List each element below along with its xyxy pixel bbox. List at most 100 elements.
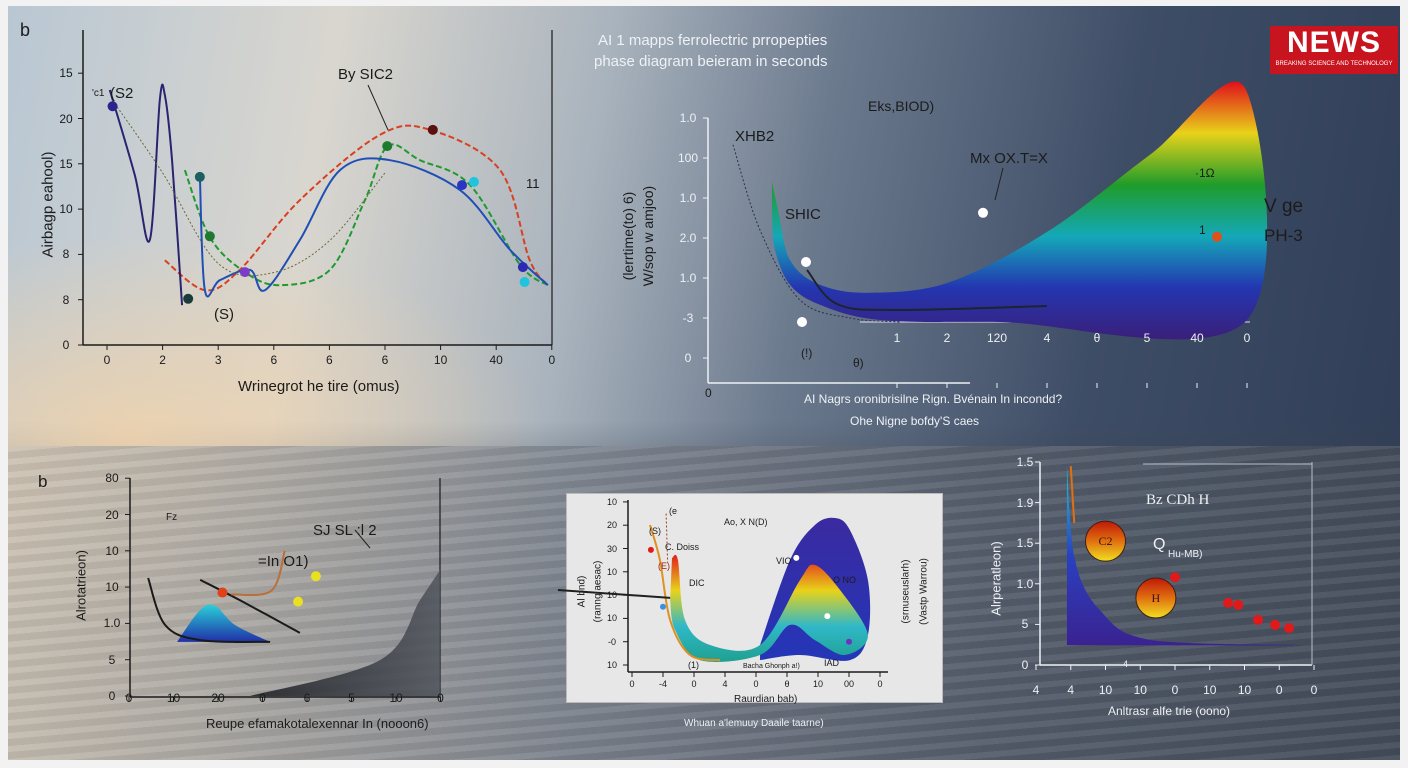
y-axis-label-line-2: W/sop w amjoo) xyxy=(640,185,656,287)
annotation: (S) xyxy=(214,306,234,323)
series-line-1 xyxy=(806,269,1048,312)
logo-text: NEWS xyxy=(1287,26,1381,59)
annotation: (S2 xyxy=(110,85,134,102)
annotation: ·1Ω xyxy=(1195,166,1215,180)
annotation: 'c1 xyxy=(92,88,105,99)
logo-subtitle: BREAKING SCIENCE AND TECHNOLOGY xyxy=(1275,61,1393,67)
x-tick-label: 2 xyxy=(159,353,166,367)
y-tick-label: 80 xyxy=(105,471,119,486)
annotation: Q xyxy=(1153,536,1166,553)
x-tick-label: 5 xyxy=(1143,331,1151,345)
x-tick-label: 0 xyxy=(437,691,444,705)
annotation: Bacha Ghonph a!) xyxy=(743,663,800,670)
y-tick-label: 1.5 xyxy=(1016,536,1034,551)
ball-marker xyxy=(1135,577,1177,619)
panel-label: b xyxy=(38,472,48,491)
x-axis-label: Wrinegrot he tire (omus) xyxy=(238,378,400,395)
y-tick-label: 10 xyxy=(105,580,119,595)
x-tick-label: 0 xyxy=(877,679,883,689)
x-tick-label: 00 xyxy=(843,679,855,689)
data-point-3 xyxy=(660,603,666,610)
data-point-8 xyxy=(468,176,479,187)
color-band xyxy=(772,81,1268,340)
chart-title: AI 1 mapps ferrolectric prropepties xyxy=(598,32,828,49)
annotation: 4 xyxy=(1123,659,1129,669)
chart-4-panel xyxy=(566,493,943,703)
y-tick-label: 1.0 xyxy=(679,111,697,125)
y-tick-label: 10 xyxy=(105,543,119,558)
series-line-2 xyxy=(231,550,286,597)
y-tick-label: 1.9 xyxy=(1016,495,1034,510)
news-logo: NEWS BREAKING SCIENCE AND TECHNOLOGY xyxy=(1270,26,1398,74)
annotation: 11 xyxy=(526,176,540,191)
x-tick-label: 120 xyxy=(986,331,1008,345)
data-point-4 xyxy=(846,638,852,645)
chart-caption: Whuan a'lemuuy Daaile taarne) xyxy=(684,718,824,729)
annotation: DIC xyxy=(689,578,705,588)
series-line-0 xyxy=(732,144,901,323)
x-tick-label: 40 xyxy=(489,353,503,367)
data-point-6 xyxy=(239,267,250,278)
data-point-2 xyxy=(427,124,438,135)
y-tick-label: 0 xyxy=(108,689,116,703)
data-point-0 xyxy=(978,207,988,218)
annotation: Ao, X N(D) xyxy=(724,517,768,527)
x-tick-label: 40 xyxy=(1190,331,1204,345)
series-line-0 xyxy=(1069,465,1076,523)
x-axis-label: Reupe efamakotalexennar In (nooon6) xyxy=(206,716,429,731)
x-tick-label: 0 xyxy=(125,691,133,705)
y-tick-label: -3 xyxy=(682,311,694,325)
data-point-1 xyxy=(382,141,393,152)
data-point-1 xyxy=(1223,597,1234,608)
x-tick-label: 10 xyxy=(1237,683,1252,697)
x-tick-label: 0 xyxy=(548,353,556,367)
arrow-line xyxy=(367,84,389,131)
y-axis-label: (lerrtime(to) 6) xyxy=(620,191,636,281)
annotation: By SIC2 xyxy=(338,66,394,83)
series-line-2 xyxy=(665,513,669,563)
y-tick-label: 0 xyxy=(684,351,692,365)
annotation: Hu-MB) xyxy=(1168,549,1203,560)
data-point-0 xyxy=(107,101,118,112)
x-axis-label: Anltrasr alfe trie (oono) xyxy=(1108,704,1231,718)
x-tick-label: 10 xyxy=(1203,683,1217,697)
right-axis-label-line-2: (Vastp Warrou) xyxy=(918,558,930,625)
y-tick-label: 100 xyxy=(677,151,699,165)
y-tick-label: 15 xyxy=(59,156,73,171)
chart-caption: Ohe Nigne bofdy'S caes xyxy=(850,414,980,428)
color-band xyxy=(1066,466,1302,646)
x-tick-label: 0 xyxy=(259,691,266,705)
x-tick-label: 2 xyxy=(943,331,951,345)
y-tick-label: 10 xyxy=(59,202,73,217)
series-line-4 xyxy=(112,100,386,277)
x-tick-label: 6 xyxy=(270,353,278,367)
y-axis-label: Alrperatleon) xyxy=(988,541,1004,616)
arrow-line xyxy=(354,529,371,549)
data-point-2 xyxy=(824,613,831,620)
y-tick-label: 8 xyxy=(62,292,70,307)
x-axis-label: AI Nagrs oronibrisilne Rign. Bvénain In … xyxy=(804,392,1063,406)
series-line-1 xyxy=(557,588,671,599)
x-tick-label: θ xyxy=(1093,331,1101,345)
annotation: PH-3 xyxy=(1264,226,1303,245)
x-tick-label: 4 xyxy=(722,679,728,689)
data-point-10 xyxy=(519,277,530,288)
y-tick-label: 1.0 xyxy=(679,271,697,285)
annotation: XHB2 xyxy=(735,128,775,145)
x-tick-label: 0 xyxy=(1243,331,1251,345)
annotation: Eks,BIOD) xyxy=(868,98,935,114)
y-tick-label: 15 xyxy=(59,66,73,81)
panel-label: b xyxy=(20,20,31,40)
y-tick-label: 10 xyxy=(606,660,618,670)
data-point-7 xyxy=(457,180,468,191)
annotation: IAD xyxy=(824,658,840,668)
data-point-4 xyxy=(204,231,215,242)
x-tick-label: 0 xyxy=(1171,683,1179,697)
ball-label: H xyxy=(1152,591,1161,605)
right-axis-label: (srnuseuslarh) xyxy=(900,559,912,624)
x-tick-label: 10 xyxy=(433,353,448,367)
data-point-2 xyxy=(797,317,807,327)
x-tick-label: 10 xyxy=(1098,683,1113,697)
y-tick-label: 8 xyxy=(62,247,70,262)
series-line-1 xyxy=(183,143,549,287)
